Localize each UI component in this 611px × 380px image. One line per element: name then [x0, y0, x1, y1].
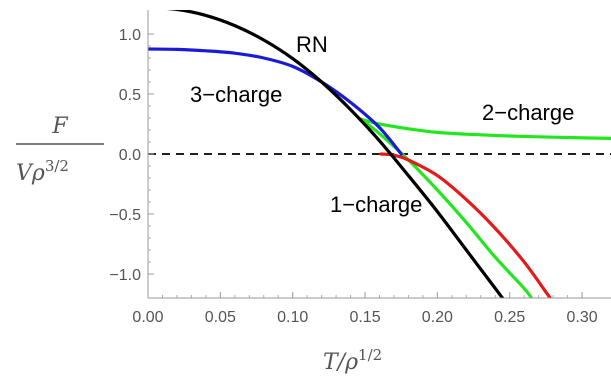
- y-tick-label: 1.0: [119, 27, 141, 44]
- x-axis-title-exponent: 1/2: [358, 346, 382, 364]
- y-axis-title-numerator: F: [51, 114, 68, 139]
- x-tick-label: 0.15: [349, 309, 380, 326]
- tick-layer: 0.00 0.05 0.10 0.15 0.20 0.25 0.30 −1.0 −0.5 0.0 0…: [109, 27, 597, 326]
- y-tick-label: 0.0: [119, 147, 141, 164]
- x-tick-label: 0.00: [132, 309, 163, 326]
- y-axis-title: F Vρ3/2: [16, 114, 104, 186]
- y-axis-title-denominator: Vρ3/2: [16, 157, 69, 186]
- x-axis-title-main: T/ρ: [323, 350, 358, 375]
- x-tick-label: 0.20: [422, 309, 453, 326]
- series-layer: [148, 10, 611, 298]
- series-line-2-charge: [359, 117, 611, 140]
- series-line-rn: [166, 10, 505, 298]
- annotation-layer: RN 3−charge 2−charge 1−charge: [190, 32, 574, 217]
- series-label-3-charge: 3−charge: [190, 82, 282, 107]
- y-axis-title-exponent: 3/2: [45, 157, 69, 175]
- x-tick-label: 0.05: [205, 309, 236, 326]
- series-line-1-charge: [379, 152, 552, 298]
- series-label-rn: RN: [296, 32, 328, 57]
- x-axis-title: T/ρ1/2: [323, 346, 382, 375]
- x-tick-label: 0.30: [566, 309, 597, 326]
- series-label-2-charge: 2−charge: [482, 100, 574, 125]
- y-axis-title-denominator-main: Vρ: [16, 161, 45, 186]
- y-tick-label: 0.5: [119, 87, 141, 104]
- y-tick-label: −0.5: [109, 207, 141, 224]
- series-label-1-charge: 1−charge: [330, 192, 422, 217]
- series-line-2-charge-lower-branch: [359, 117, 534, 298]
- y-tick-label: −1.0: [109, 267, 141, 284]
- x-tick-label: 0.25: [494, 309, 525, 326]
- series-line-3-charge: [148, 47, 403, 156]
- x-tick-label: 0.10: [277, 309, 308, 326]
